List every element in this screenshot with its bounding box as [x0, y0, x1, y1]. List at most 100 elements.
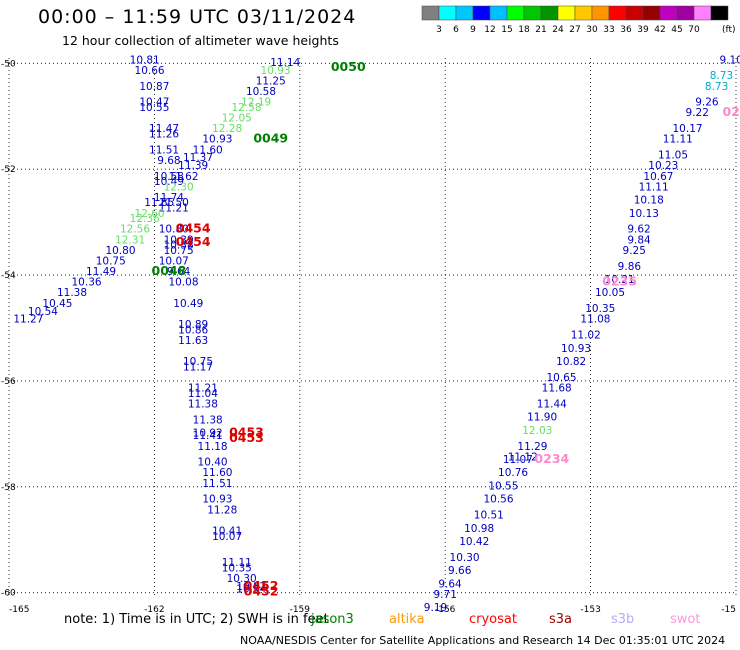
colorbar-tick-label: 45	[671, 25, 682, 35]
wave-height-label: 10.30	[227, 573, 257, 585]
wave-height-label: 10.13	[629, 208, 659, 220]
wave-height-label: 10.93	[202, 134, 232, 146]
wave-height-label: 11.90	[527, 412, 557, 424]
y-tick-label: -54	[1, 271, 16, 281]
wave-height-label: 11.12	[508, 451, 538, 463]
wave-height-label: 11.29	[517, 441, 547, 453]
wave-height-label: 10.93	[561, 343, 591, 355]
colorbar-swatch	[710, 5, 729, 21]
wave-height-label: 11.60	[202, 467, 232, 479]
x-tick-label: -162	[144, 605, 164, 615]
wave-height-label: 10.35	[222, 563, 252, 575]
wave-height-label: 12.19	[241, 97, 271, 109]
wave-height-label: 9.86	[618, 261, 642, 273]
wave-height-label: 11.27	[13, 314, 43, 326]
wave-height-label: 11.38	[188, 398, 218, 410]
wave-height-label: 10.45	[42, 298, 72, 310]
wave-height-label: 11.47	[149, 123, 179, 135]
legend-item-swot: swot	[670, 612, 701, 627]
pass-time-label: 0453	[229, 425, 264, 440]
wave-height-label: 10.17	[673, 123, 703, 135]
pass-time-label: 0454	[176, 234, 211, 249]
legend-item-jason3: jason3	[311, 612, 354, 627]
colorbar-tick-label: 6	[453, 25, 459, 35]
wave-height-label: 10.55	[488, 480, 518, 492]
wave-height-label: 11.28	[207, 504, 237, 516]
colorbar-tick-label: 15	[501, 25, 512, 35]
wave-height-label: 11.11	[663, 134, 693, 146]
wave-height-label: 10.81	[130, 54, 160, 66]
colorbar-unit: (ft)	[722, 25, 736, 35]
wave-height-label: 10.36	[72, 277, 102, 289]
wave-height-label: 10.49	[173, 298, 203, 310]
wave-height-label: 10.41	[212, 525, 242, 537]
legend-item-s3b: s3b	[611, 612, 635, 627]
wave-height-label: 11.08	[580, 314, 610, 326]
wave-height-label: 10.21	[605, 274, 635, 286]
wave-height-label: 9.64	[167, 266, 191, 278]
colorbar-tick-label: 24	[552, 25, 564, 35]
wave-height-label: 9.19	[424, 602, 447, 614]
wave-height-label: 11.44	[537, 398, 567, 410]
wave-height-label: 11.49	[86, 266, 116, 278]
wave-height-label: 11.04	[188, 388, 218, 400]
wave-height-label: 10.80	[105, 245, 135, 257]
wave-height-label: 8.73	[705, 81, 728, 93]
wave-height-label: 10.40	[198, 457, 228, 469]
wave-height-label: 11.60	[193, 144, 223, 156]
x-tick-label: -15	[721, 605, 736, 615]
wave-height-label: 10.51	[474, 510, 504, 522]
wave-height-label: 10.42	[459, 536, 489, 548]
wave-height-label: 10.92	[193, 428, 223, 440]
y-tick-label: -60	[1, 589, 16, 599]
wave-height-label: 10.58	[154, 171, 184, 183]
wave-height-label: 11.50	[159, 197, 189, 209]
wave-height-label: 10.89	[178, 319, 208, 331]
chart-title: 00:00 – 11:59 UTC 03/11/2024	[38, 6, 357, 28]
wave-height-label: 11.37	[183, 152, 213, 164]
colorbar-tick-label: 27	[569, 25, 580, 35]
wave-height-label: 10.82	[236, 581, 266, 593]
wave-height-label: 11.11	[639, 181, 669, 193]
wave-height-label: 10.05	[595, 287, 625, 299]
wave-height-label: 9.25	[623, 245, 646, 257]
wave-height-label: 11.51	[149, 144, 179, 156]
wave-height-label: 9.26	[695, 97, 719, 109]
wave-height-label: 10.82	[556, 356, 586, 368]
wave-height-label: 12.36	[130, 213, 160, 225]
chart-subtitle: 12 hour collection of altimeter wave hei…	[62, 33, 339, 48]
wave-height-label: 11.21	[159, 203, 189, 215]
wave-height-label: 11.38	[193, 414, 223, 426]
wave-height-label: 12.58	[231, 102, 261, 114]
wave-height-label: 11.41	[193, 430, 223, 442]
wave-height-label: 10.87	[139, 81, 169, 93]
wave-height-label: 10.55	[139, 102, 169, 114]
x-tick-label: -165	[9, 605, 29, 615]
wave-height-label: 11.11	[222, 557, 252, 569]
wave-height-label: 9.84	[627, 234, 651, 246]
wave-height-label: 10.35	[585, 303, 615, 315]
wave-height-label: 11.39	[178, 160, 208, 172]
wave-height-label: 10.07	[212, 531, 242, 543]
wave-height-label: 12.05	[222, 113, 252, 125]
wave-height-label: 12.28	[212, 123, 242, 135]
pass-time-label: 0235	[602, 274, 637, 289]
wave-height-label: 11.02	[571, 330, 601, 342]
pass-time-label: 0049	[253, 131, 288, 146]
wave-height-label: 10.38	[164, 240, 194, 252]
pass-time-label: 0452	[244, 583, 279, 598]
colorbar-tick-label: 21	[535, 25, 546, 35]
wave-height-label: 10.08	[168, 277, 198, 289]
wave-height-label: 10.49	[154, 176, 184, 188]
wave-height-label: 11.63	[178, 335, 208, 347]
pass-time-label: 0234	[534, 451, 569, 466]
wave-height-label: 11.68	[542, 383, 572, 395]
wave-height-label: 9.62	[627, 224, 650, 236]
wave-height-label: 10.80	[159, 224, 189, 236]
wave-height-label: 10.93	[261, 65, 291, 77]
pass-time-label: 0050	[331, 59, 366, 74]
pass-time-label: 02	[722, 104, 739, 119]
wave-height-label: 10.75	[183, 356, 213, 368]
wave-height-label: 10.93	[202, 494, 232, 506]
wave-height-label: 10.86	[178, 324, 208, 336]
